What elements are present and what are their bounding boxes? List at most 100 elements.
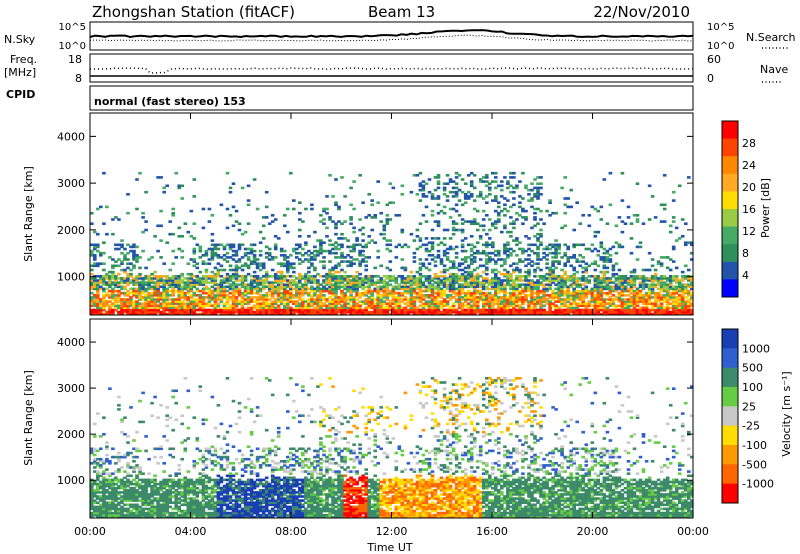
heatmap-cell (463, 298, 468, 301)
heatmap-cell (629, 300, 634, 303)
heatmap-cell (207, 275, 212, 278)
heatmap-cell (243, 291, 248, 295)
heatmap-cell (566, 277, 570, 280)
heatmap-cell (687, 294, 691, 297)
heatmap-cell (518, 298, 522, 301)
heatmap-cell (313, 245, 317, 249)
heatmap-cell (605, 294, 610, 297)
heatmap-cell (228, 291, 233, 295)
heatmap-cell (361, 308, 365, 312)
heatmap-cell (439, 209, 444, 213)
heatmap-cell (174, 289, 178, 293)
heatmap-cell (466, 270, 471, 274)
heatmap-cell (90, 308, 94, 312)
heatmap-cell (252, 256, 257, 259)
heatmap-cell (252, 275, 257, 278)
heatmap-cell (421, 262, 426, 265)
heatmap-cell (111, 501, 115, 504)
heatmap-cell (361, 239, 365, 242)
heatmap-cell (249, 310, 254, 314)
heatmap-cell (319, 220, 323, 223)
heatmap-cell (684, 306, 688, 310)
heatmap-cell (494, 268, 498, 272)
heatmap-cell (506, 310, 510, 314)
heatmap-cell (623, 289, 628, 293)
heatmap-cell (620, 275, 625, 278)
heatmap-cell (264, 251, 269, 255)
heatmap-cell (677, 283, 682, 286)
heatmap-cell (270, 291, 275, 295)
heatmap-cell (433, 272, 438, 276)
heatmap-cell (286, 283, 290, 286)
heatmap-cell (93, 495, 97, 498)
heatmap-cell (644, 302, 649, 305)
heatmap-cell (289, 289, 293, 293)
heatmap-cell (117, 300, 121, 303)
heatmap-cell (105, 300, 109, 303)
heatmap-cell (171, 262, 175, 265)
heatmap-cell (162, 289, 166, 293)
heatmap-cell (183, 296, 188, 299)
heatmap-cell (283, 296, 287, 299)
heatmap-cell (111, 283, 115, 286)
heatmap-cell (439, 306, 444, 310)
heatmap-cell (584, 296, 589, 299)
heatmap-cell (295, 310, 299, 314)
heatmap-cell (448, 207, 453, 211)
heatmap-cell (361, 312, 365, 316)
heatmap-cell (114, 308, 118, 312)
heatmap-cell (144, 266, 148, 270)
heatmap-cell (301, 275, 305, 278)
heatmap-cell (674, 239, 679, 242)
heatmap-cell (596, 291, 601, 295)
heatmap-cell (641, 222, 646, 225)
heatmap-cell (108, 462, 112, 465)
heatmap-cell (548, 300, 552, 303)
heatmap-cell (503, 249, 507, 253)
heatmap-cell (424, 195, 429, 198)
heatmap-cell (653, 272, 658, 276)
heatmap-cell (114, 264, 118, 268)
heatmap-cell (457, 188, 462, 192)
heatmap-cell (623, 277, 628, 280)
heatmap-cell (460, 291, 465, 295)
heatmap-cell (289, 275, 293, 278)
heatmap-cell (120, 455, 124, 459)
heatmap-cell (542, 283, 546, 286)
heatmap-cell (638, 298, 643, 301)
heatmap-cell (346, 239, 350, 242)
heatmap-cell (279, 302, 284, 305)
heatmap-cell (620, 294, 625, 297)
heatmap-cell (279, 247, 284, 251)
heatmap-cell (551, 268, 555, 272)
heatmap-cell (195, 289, 200, 293)
heatmap-cell (304, 251, 308, 255)
heatmap-cell (436, 176, 441, 179)
heatmap-cell (237, 222, 242, 225)
heatmap-cell (436, 283, 441, 286)
heatmap-cell (168, 220, 172, 223)
heatmap-cell (207, 281, 212, 284)
heatmap-cell (515, 304, 519, 308)
heatmap-cell (117, 243, 121, 247)
heatmap-cell (171, 291, 175, 295)
heatmap-cell (105, 445, 109, 448)
heatmap-cell (325, 195, 329, 198)
heatmap-cell (554, 304, 558, 308)
heatmap-cell (219, 275, 224, 278)
heatmap-cell (135, 308, 139, 312)
heatmap-cell (668, 306, 673, 310)
heatmap-cell (222, 289, 227, 293)
heatmap-cell (114, 495, 118, 498)
heatmap-cell (228, 279, 233, 282)
heatmap-cell (527, 294, 531, 297)
heatmap-cell (548, 272, 552, 276)
heatmap-cell (674, 306, 679, 310)
heatmap-cell (177, 285, 181, 289)
heatmap-cell (343, 237, 347, 240)
heatmap-cell (533, 235, 537, 238)
heatmap-cell (677, 310, 682, 314)
heatmap-cell (653, 304, 658, 308)
heatmap-cell (267, 285, 272, 289)
heatmap-cell (472, 285, 477, 289)
